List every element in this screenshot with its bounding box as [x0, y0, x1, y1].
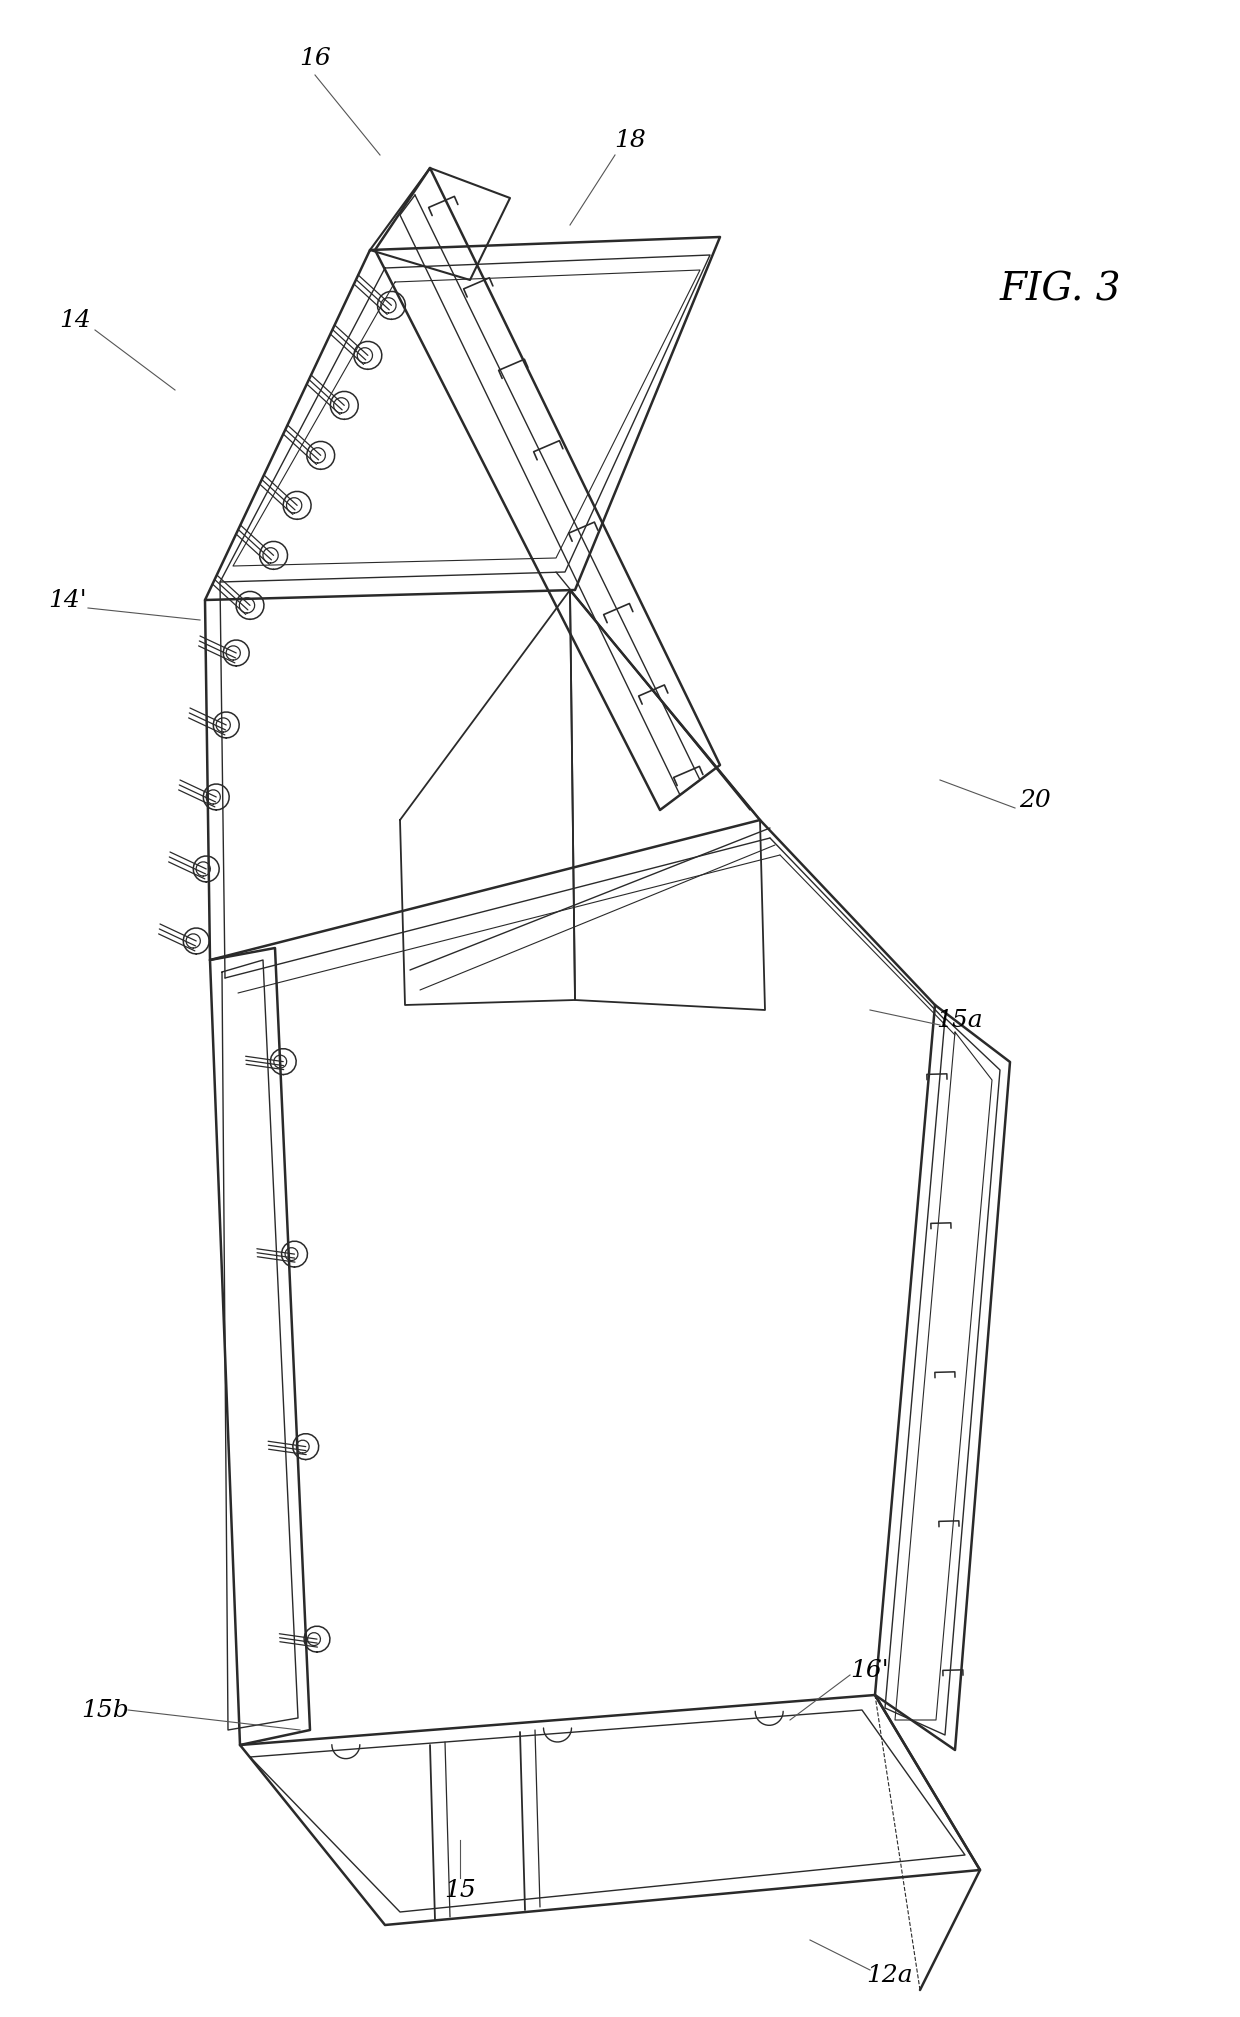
Text: 18: 18: [614, 129, 646, 151]
Text: FIG. 3: FIG. 3: [999, 272, 1121, 309]
Text: 15a: 15a: [936, 1008, 983, 1031]
Text: 16': 16': [851, 1658, 889, 1682]
Text: 20: 20: [1019, 789, 1050, 811]
Text: 15b: 15b: [81, 1698, 129, 1721]
Text: 12a: 12a: [867, 1963, 914, 1987]
Text: 15: 15: [444, 1878, 476, 1902]
Text: 14': 14': [48, 589, 87, 611]
Text: 16: 16: [299, 46, 331, 69]
Text: 14: 14: [60, 309, 91, 331]
